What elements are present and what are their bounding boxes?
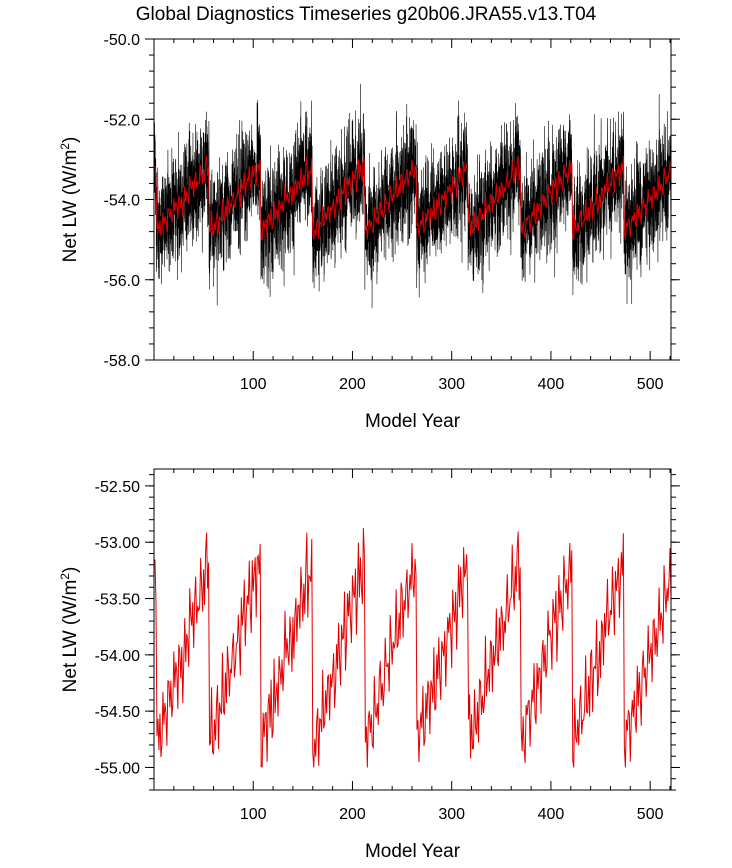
y-tick-label: -56.0 xyxy=(104,273,141,290)
annual-series-line xyxy=(154,154,671,240)
y-tick-label: -54.00 xyxy=(95,648,140,665)
bottom-panel-ylabel: Net LW (W/m2) xyxy=(58,567,81,693)
bottom-panel-ylabel-sup: 2 xyxy=(58,573,72,580)
top-panel-ylabel-main: Net LW (W/m xyxy=(60,150,81,263)
top-panel-ylabel-close: ) xyxy=(60,137,81,143)
bottom-panel-ylabel-main: Net LW (W/m xyxy=(60,580,81,693)
y-tick-label: -55.00 xyxy=(95,760,140,777)
top-panel: 100 200 300 400 500 -58.0 -56.0 -54.0 -52.0 -50.0… xyxy=(58,32,680,432)
top-panel-ylabel: Net LW (W/m2) xyxy=(58,137,81,263)
x-tick-label: 400 xyxy=(538,376,565,393)
bottom-panel: 100 200 300 400 500 -55.00 -54.50 -54.00 -53.50 -… xyxy=(58,468,680,862)
x-tick-label: 400 xyxy=(538,806,565,823)
y-tick-label: -54.50 xyxy=(95,704,140,721)
x-tick-label: 100 xyxy=(240,806,267,823)
bottom-panel-series xyxy=(154,528,671,768)
y-tick-label: -58.0 xyxy=(104,353,141,370)
y-tick-label: -50.0 xyxy=(104,32,141,49)
x-tick-label: 500 xyxy=(637,806,664,823)
top-panel-series xyxy=(154,83,671,309)
monthly-series-line xyxy=(154,83,671,309)
annual-series-line xyxy=(154,528,671,768)
top-panel-ylabel-sup: 2 xyxy=(58,143,72,150)
bottom-panel-frame xyxy=(153,468,672,791)
y-tick-label: -53.50 xyxy=(95,592,140,609)
x-tick-label: 500 xyxy=(637,376,664,393)
bottom-panel-xlabel: Model Year xyxy=(365,841,461,862)
y-tick-label: -53.00 xyxy=(95,535,140,552)
x-tick-label: 100 xyxy=(240,376,267,393)
y-tick-label: -52.50 xyxy=(95,479,140,496)
y-tick-label: -52.0 xyxy=(104,112,141,129)
top-panel-xlabel: Model Year xyxy=(365,411,461,432)
y-tick-label: -54.0 xyxy=(104,193,141,210)
top-panel-ticks: 100 200 300 400 500 -58.0 -56.0 -54.0 -52.0 -50.0 xyxy=(104,32,680,393)
x-tick-label: 200 xyxy=(339,376,366,393)
bottom-panel-ticks: 100 200 300 400 500 -55.00 -54.50 -54.00 -53.50 -… xyxy=(95,469,680,823)
x-tick-label: 200 xyxy=(339,806,366,823)
bottom-panel-ylabel-close: ) xyxy=(60,567,81,573)
figure-title: Global Diagnostics Timeseries g20b06.JRA… xyxy=(135,4,597,25)
x-tick-label: 300 xyxy=(438,376,465,393)
x-tick-label: 300 xyxy=(438,806,465,823)
